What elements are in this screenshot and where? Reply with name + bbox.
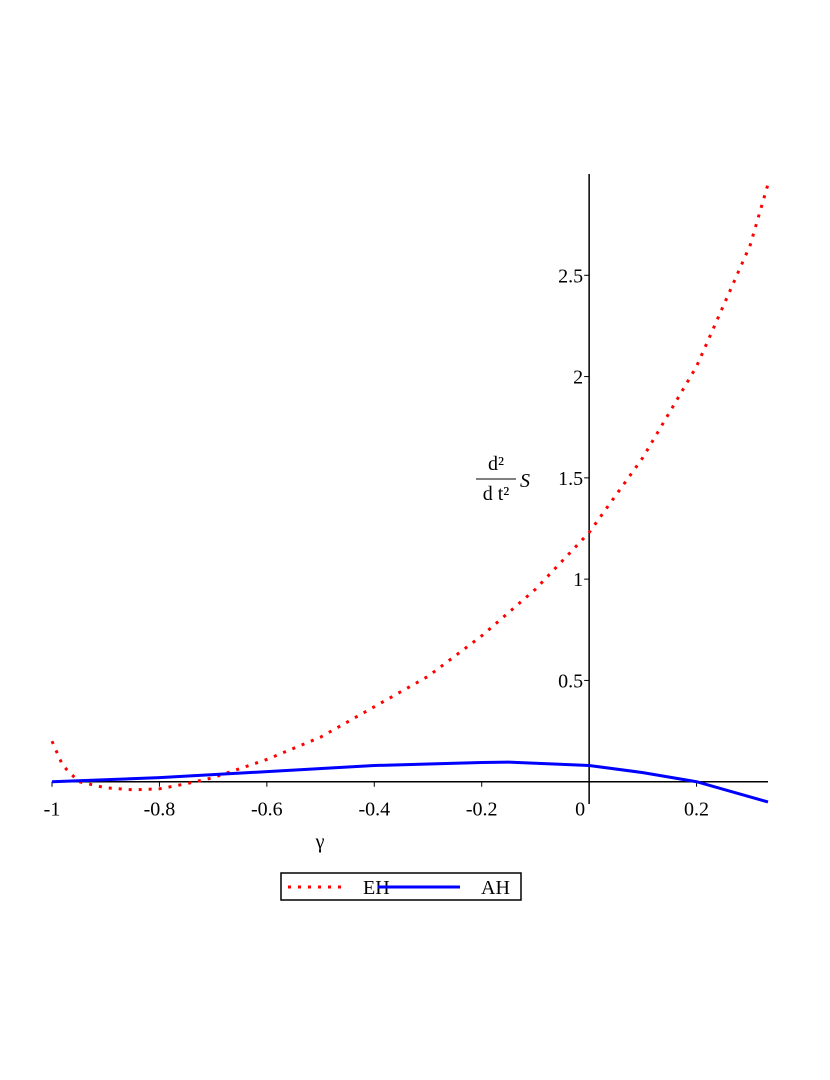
series-line <box>50 183 770 792</box>
y-label-symbol: S <box>520 470 530 492</box>
y-tick-label: 2 <box>573 367 583 389</box>
x-tick-label: 0.2 <box>684 799 709 821</box>
x-tick-label: -0.2 <box>466 799 498 821</box>
series-line <box>51 760 769 804</box>
y-tick-label: 0.5 <box>558 670 583 692</box>
x-axis-label: γ <box>315 831 325 853</box>
legend-label: AH <box>481 877 510 899</box>
y-tick-label: 1 <box>573 569 583 591</box>
x-tick-label: -1 <box>44 799 61 821</box>
y-label-numerator: d² <box>488 453 504 475</box>
legend-box <box>280 872 522 901</box>
x-tick-label: 0 <box>575 799 585 821</box>
x-tick-label: -0.8 <box>144 799 176 821</box>
legend-label: EH <box>363 877 390 899</box>
x-tick-label: -0.6 <box>251 799 283 821</box>
y-tick-label: 1.5 <box>558 468 583 490</box>
y-tick-label: 2.5 <box>558 265 583 287</box>
y-label-denominator: d t² <box>483 483 510 505</box>
x-tick-label: -0.4 <box>358 799 390 821</box>
